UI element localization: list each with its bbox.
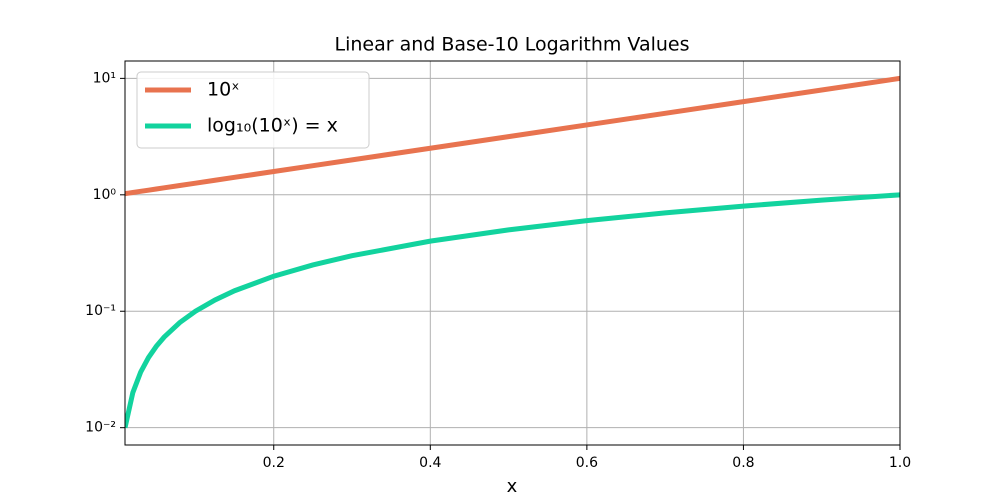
y-tick-label: 10¹	[93, 70, 116, 86]
legend-box	[136, 71, 370, 149]
legend-label: log₁₀(10ˣ) = x	[207, 115, 338, 137]
line-series	[125, 192, 900, 429]
legend-label: 10ˣ	[207, 79, 240, 101]
x-tick-label: 1.0	[889, 455, 911, 471]
y-tick-label: 10⁻²	[85, 420, 116, 436]
x-axis-label: x	[507, 476, 518, 497]
line-series	[125, 75, 900, 197]
x-tick-label: 0.4	[419, 455, 441, 471]
y-tick-label: 10⁻¹	[85, 303, 116, 319]
x-tick-label: 0.6	[576, 455, 598, 471]
chart-title: Linear and Base-10 Logarithm Values	[335, 34, 690, 56]
y-tick-label: 10⁰	[93, 187, 117, 203]
x-tick-label: 0.8	[732, 455, 754, 471]
plot-frame	[124, 60, 901, 446]
x-tick-label: 0.2	[263, 455, 285, 471]
